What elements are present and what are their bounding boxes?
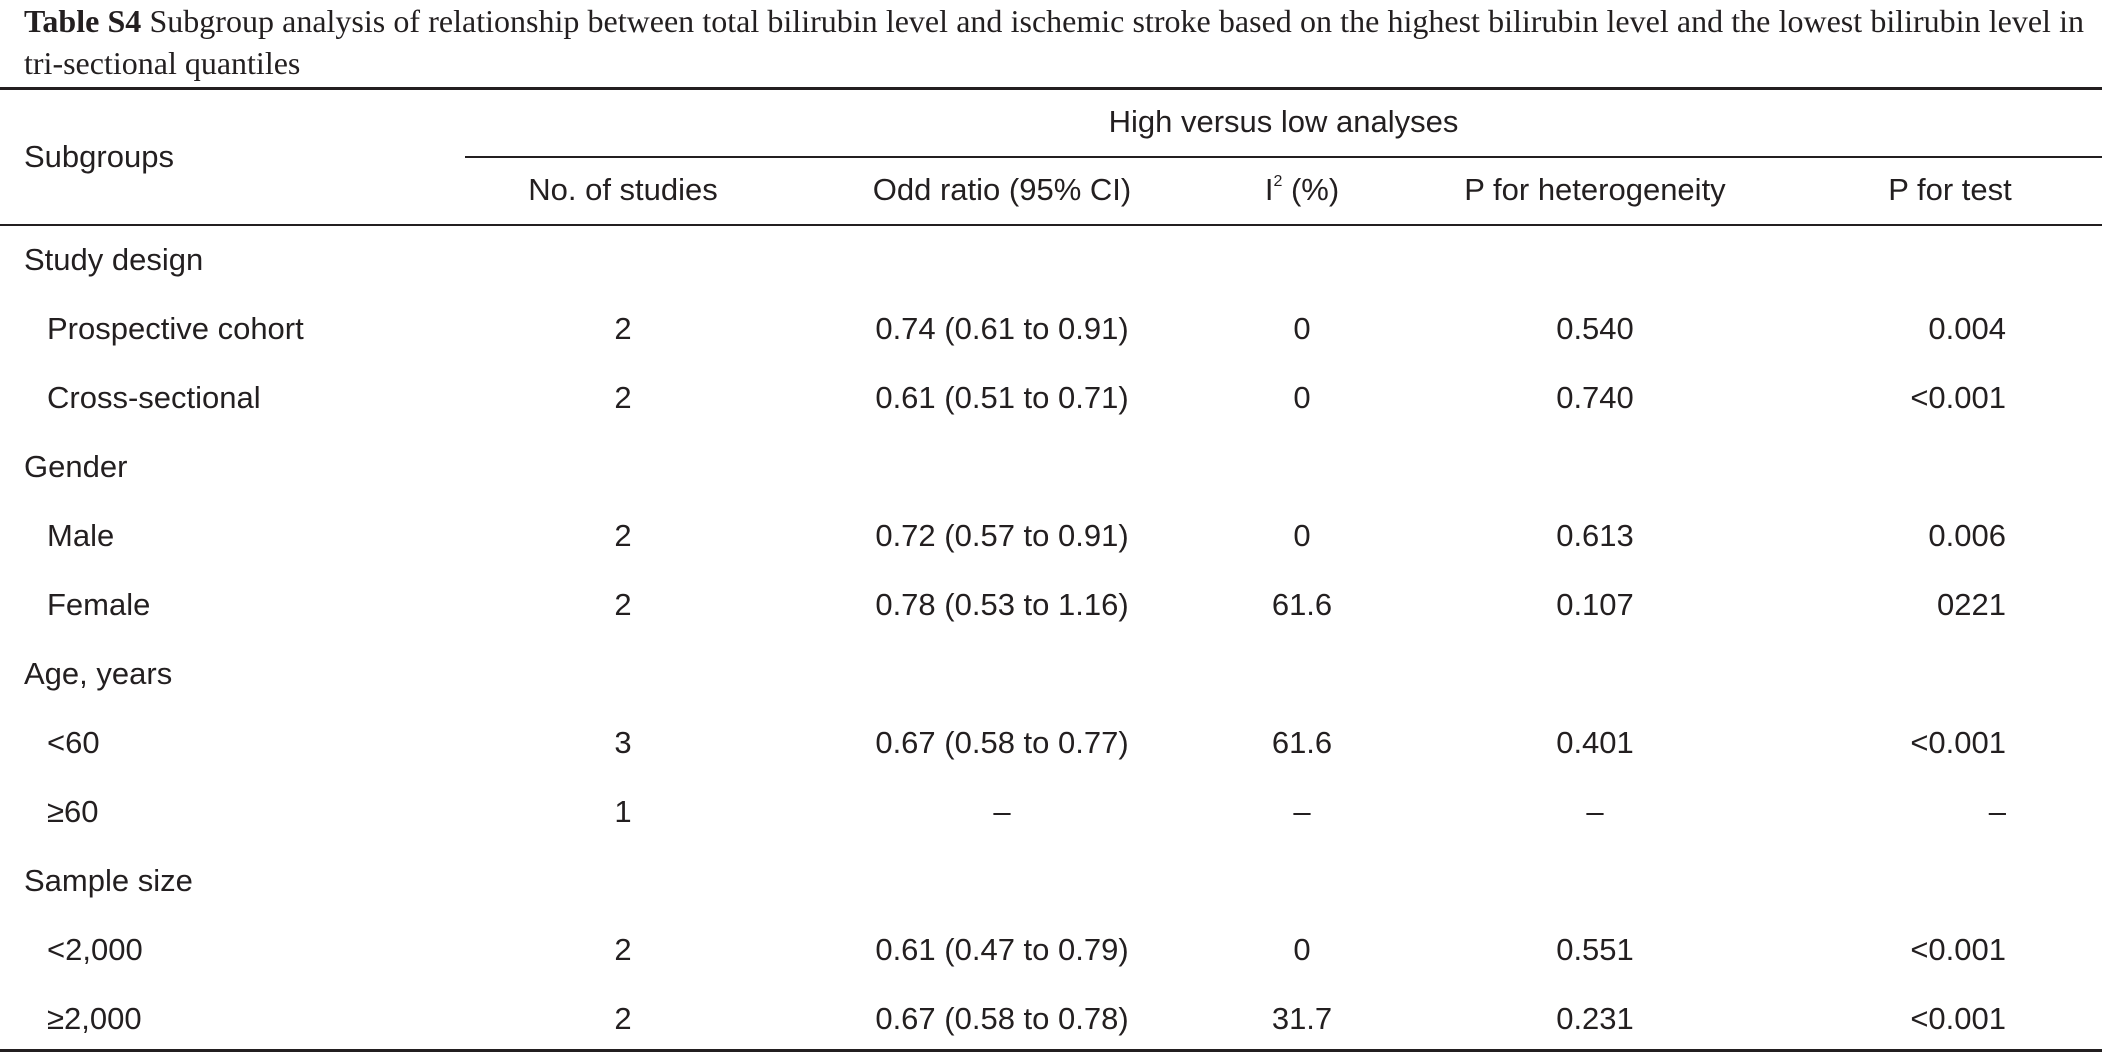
odds-ratio-cell: 0.74 (0.61 to 0.91) [875, 311, 1129, 346]
header-spanner: High versus low analyses [1108, 104, 1459, 139]
p-test-cell: 0.004 [1928, 311, 2006, 346]
group-label: Study design [24, 242, 204, 277]
table-label: Table S4 [24, 3, 142, 39]
i2-cell: 61.6 [1271, 587, 1333, 622]
subgroup-label: ≥2,000 [47, 1001, 142, 1036]
p-heterogeneity-cell: – [1586, 794, 1604, 829]
i2-cell: 31.7 [1271, 1001, 1333, 1036]
odds-ratio-cell: 0.67 (0.58 to 0.78) [875, 1001, 1129, 1036]
subgroup-label: Cross-sectional [47, 380, 261, 415]
studies-cell: 2 [614, 311, 632, 346]
i2-cell: 61.6 [1271, 725, 1333, 760]
odds-ratio-cell: 0.78 (0.53 to 1.16) [875, 587, 1129, 622]
header-i2-superscript: 2 [1273, 173, 1283, 190]
subgroup-label: ≥60 [47, 794, 99, 829]
header-odds-ratio: Odd ratio (95% CI) [872, 172, 1132, 207]
i2-cell: 0 [1293, 518, 1311, 553]
p-test-cell: <0.001 [1910, 380, 2006, 415]
odds-ratio-cell: 0.61 (0.47 to 0.79) [875, 932, 1129, 967]
studies-cell: 1 [614, 794, 632, 829]
header-subgroups: Subgroups [24, 139, 174, 174]
p-test-cell: <0.001 [1910, 725, 2006, 760]
table-caption-text: Subgroup analysis of relationship betwee… [24, 3, 2085, 81]
p-test-cell: – [1988, 794, 2006, 829]
header-p-heterogeneity: P for heterogeneity [1464, 172, 1726, 207]
top-rule [0, 87, 2102, 90]
header-i2: I2 (%) [1222, 170, 1382, 210]
i2-cell: 0 [1293, 380, 1311, 415]
header-p-test: P for test [1888, 172, 2012, 207]
studies-cell: 2 [614, 587, 632, 622]
studies-cell: 2 [614, 932, 632, 967]
studies-cell: 2 [614, 380, 632, 415]
p-heterogeneity-cell: 0.740 [1556, 380, 1634, 415]
spanner-rule [465, 156, 2102, 158]
group-label: Gender [24, 449, 128, 484]
subgroup-label: Male [47, 518, 115, 553]
p-heterogeneity-cell: 0.551 [1556, 932, 1634, 967]
p-test-cell: 0221 [1937, 587, 2006, 622]
subgroup-label: <2,000 [47, 932, 143, 967]
odds-ratio-cell: 0.67 (0.58 to 0.77) [875, 725, 1129, 760]
p-heterogeneity-cell: 0.231 [1556, 1001, 1634, 1036]
i2-cell: 0 [1293, 932, 1311, 967]
header-i2-unit: (%) [1282, 172, 1340, 207]
p-test-cell: <0.001 [1910, 1001, 2006, 1036]
p-test-cell: <0.001 [1910, 932, 2006, 967]
header-studies: No. of studies [528, 172, 718, 207]
subgroup-label: Prospective cohort [47, 311, 304, 346]
i2-cell: – [1293, 794, 1311, 829]
table-caption: Table S4 Subgroup analysis of relationsh… [24, 0, 2084, 84]
p-test-cell: 0.006 [1928, 518, 2006, 553]
header-i2-letter: I [1264, 172, 1274, 207]
group-label: Sample size [24, 863, 193, 898]
odds-ratio-cell: 0.61 (0.51 to 0.71) [875, 380, 1129, 415]
bottom-rule [0, 1049, 2102, 1052]
group-label: Age, years [24, 656, 173, 691]
header-rule [0, 224, 2102, 226]
p-heterogeneity-cell: 0.401 [1556, 725, 1634, 760]
studies-cell: 2 [614, 518, 632, 553]
studies-cell: 2 [614, 1001, 632, 1036]
p-heterogeneity-cell: 0.613 [1556, 518, 1634, 553]
studies-cell: 3 [614, 725, 632, 760]
p-heterogeneity-cell: 0.540 [1556, 311, 1634, 346]
odds-ratio-cell: – [993, 794, 1011, 829]
odds-ratio-cell: 0.72 (0.57 to 0.91) [875, 518, 1129, 553]
p-heterogeneity-cell: 0.107 [1556, 587, 1634, 622]
subgroup-label: Female [47, 587, 151, 622]
i2-cell: 0 [1293, 311, 1311, 346]
subgroup-label: <60 [47, 725, 100, 760]
